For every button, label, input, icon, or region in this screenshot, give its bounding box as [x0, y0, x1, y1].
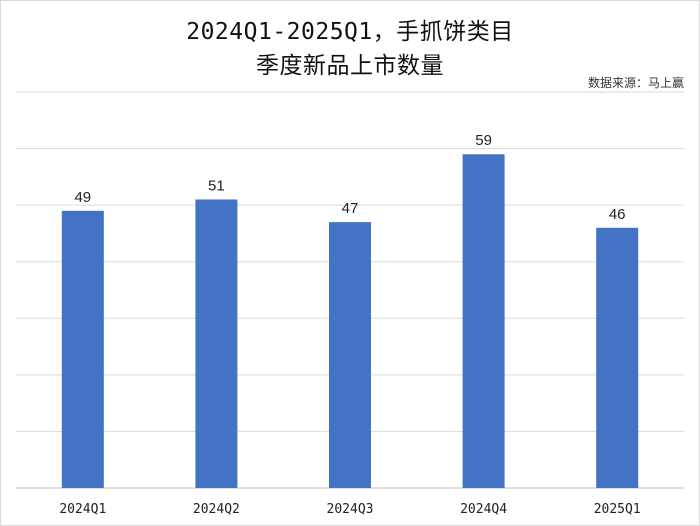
x-tick-labels: 2024Q1 2024Q2 2024Q3 2024Q4 2025Q1: [59, 502, 640, 517]
bar-2024Q4: [462, 154, 505, 488]
bar-2024Q1: [61, 210, 104, 489]
bar-2024Q3: [329, 222, 371, 488]
bar-2025Q1: [596, 227, 639, 488]
data-labels: 49 51 47 59 46: [74, 132, 625, 223]
x-tick-2024Q1: 2024Q1: [59, 502, 106, 517]
x-tick-2024Q2: 2024Q2: [193, 502, 240, 517]
bar-2024Q2: [195, 199, 238, 488]
x-tick-2024Q4: 2024Q4: [460, 502, 507, 517]
chart-title-line1: 2024Q1-2025Q1，手抓饼类目: [186, 19, 514, 45]
bars: [61, 154, 639, 489]
x-tick-2025Q1: 2025Q1: [594, 502, 641, 517]
data-source-note: 数据来源：马上赢: [587, 76, 684, 90]
x-tick-2024Q3: 2024Q3: [327, 502, 374, 517]
data-label-2025Q1: 46: [609, 206, 626, 223]
data-label-2024Q2: 51: [208, 177, 225, 194]
data-label-2024Q3: 47: [342, 200, 359, 217]
data-label-2024Q4: 59: [475, 132, 492, 149]
data-label-2024Q1: 49: [74, 189, 91, 206]
chart-title-line2: 季度新品上市数量: [256, 53, 444, 79]
